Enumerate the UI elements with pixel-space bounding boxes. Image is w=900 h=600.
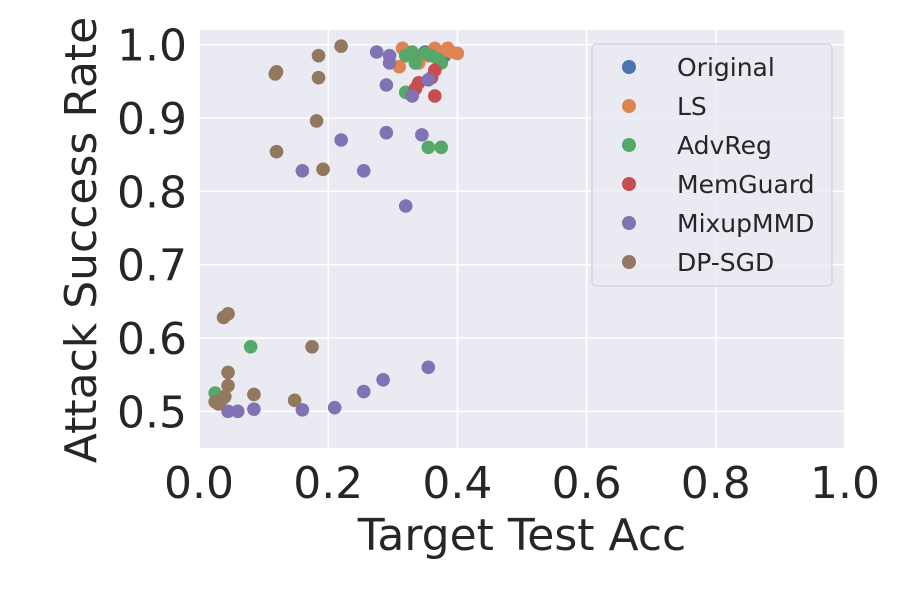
- x-tick-label: 0.0: [164, 458, 234, 509]
- legend-label-memguard: MemGuard: [677, 170, 815, 199]
- data-point-dp-sgd: [269, 144, 284, 159]
- data-point-dp-sgd: [311, 48, 326, 63]
- legend-marker-ls: [622, 99, 636, 113]
- data-point-mixupmmd: [398, 199, 413, 213]
- y-tick-label: 1.0: [117, 21, 187, 72]
- data-point-mixupmmd: [327, 400, 342, 415]
- data-point-mixupmmd: [295, 403, 310, 417]
- data-point-mixupmmd: [230, 404, 245, 419]
- data-point-mixupmmd: [295, 164, 310, 178]
- data-point-mixupmmd: [376, 373, 390, 387]
- x-tick-labels: 0.0 0.2 0.4 0.6 0.8 1.0: [164, 458, 880, 509]
- data-point-dp-sgd: [208, 395, 222, 409]
- x-tick-label: 0.8: [681, 458, 751, 509]
- data-point-mixupmmd: [405, 89, 419, 103]
- data-point-advreg: [434, 140, 449, 155]
- x-tick-label: 0.2: [293, 458, 363, 509]
- legend-label-original: Original: [677, 53, 775, 82]
- data-point-advreg: [408, 56, 423, 70]
- data-point-dp-sgd: [334, 39, 348, 53]
- data-point-mixupmmd: [334, 133, 348, 147]
- data-point-dp-sgd: [247, 387, 261, 402]
- x-tick-label: 0.4: [422, 458, 492, 509]
- data-point-advreg: [405, 45, 419, 59]
- y-tick-label: 0.5: [117, 387, 187, 438]
- data-point-mixupmmd: [421, 360, 436, 375]
- x-axis-label: Target Test Acc: [357, 510, 686, 561]
- y-tick-label: 0.8: [117, 167, 187, 218]
- data-point-memguard: [427, 89, 442, 103]
- data-point-mixupmmd: [247, 402, 261, 416]
- data-point-dp-sgd: [287, 393, 302, 408]
- data-point-mixupmmd: [356, 164, 371, 178]
- legend-label-mixupmmd: MixupMMD: [677, 209, 814, 238]
- y-axis-label: Attack Success Rate: [56, 17, 107, 463]
- legend: Original LS AdvReg MemGuard MixupMMD DP-SGD: [591, 43, 833, 287]
- data-point-mixupmmd: [379, 78, 394, 92]
- data-point-dp-sgd: [268, 67, 283, 81]
- data-point-mixupmmd: [356, 384, 371, 399]
- data-point-mixupmmd: [221, 404, 235, 419]
- legend-label-advreg: AdvReg: [677, 131, 772, 160]
- legend-label-dp-sgd: DP-SGD: [677, 248, 774, 277]
- legend-marker-original: [622, 60, 636, 74]
- data-point-dp-sgd: [309, 114, 324, 128]
- data-point-dp-sgd: [221, 378, 235, 393]
- legend-label-ls: LS: [677, 92, 707, 121]
- x-tick-label: 1.0: [810, 458, 880, 509]
- y-tick-labels: 0.5 0.6 0.7 0.8 0.9 1.0: [117, 21, 187, 439]
- y-tick-label: 0.9: [117, 94, 187, 145]
- data-points: [208, 39, 465, 419]
- legend-marker-advreg: [622, 138, 636, 152]
- data-point-ls: [450, 46, 465, 61]
- data-point-mixupmmd: [369, 45, 384, 59]
- legend-marker-dp-sgd: [622, 255, 636, 269]
- data-point-mixupmmd: [382, 48, 397, 63]
- legend-box: [591, 43, 833, 287]
- data-point-mixupmmd: [421, 73, 436, 87]
- data-point-mixupmmd: [415, 128, 429, 142]
- x-tick-label: 0.6: [552, 458, 622, 509]
- data-point-dp-sgd: [305, 340, 319, 354]
- data-point-mixupmmd: [379, 125, 394, 140]
- data-point-dp-sgd: [221, 365, 235, 380]
- legend-marker-memguard: [622, 177, 636, 191]
- legend-marker-mixupmmd: [622, 216, 636, 230]
- y-tick-label: 0.7: [117, 241, 187, 292]
- data-point-advreg: [243, 340, 258, 354]
- data-point-dp-sgd: [316, 162, 330, 177]
- data-point-dp-sgd: [311, 70, 326, 85]
- y-tick-label: 0.6: [117, 314, 187, 365]
- data-point-advreg: [421, 140, 436, 155]
- data-point-dp-sgd: [216, 310, 231, 325]
